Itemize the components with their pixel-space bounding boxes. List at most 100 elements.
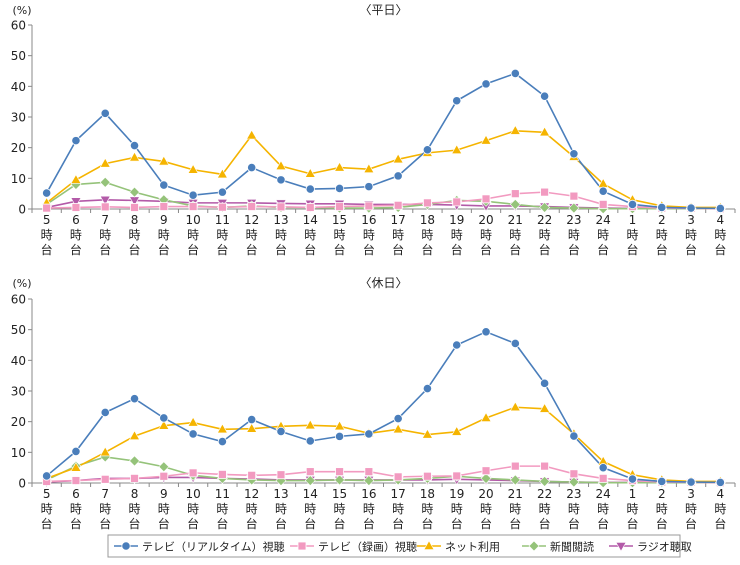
x-tick-label: 20 <box>478 213 493 227</box>
x-tick-label-suffix: 台 <box>246 516 258 531</box>
data-point <box>334 161 346 172</box>
legend-label: ネット利用 <box>445 541 500 554</box>
x-tick-label-suffix: 時 <box>685 228 697 242</box>
x-tick-label: 11 <box>215 213 230 227</box>
x-tick-label-suffix: 台 <box>187 242 199 257</box>
x-tick-label-suffix: 台 <box>568 516 580 531</box>
x-tick-label-suffix: 台 <box>656 242 668 257</box>
data-point <box>393 413 403 424</box>
data-point <box>364 182 374 192</box>
x-tick-label: 3 <box>687 213 695 227</box>
x-tick-label: 18 <box>420 487 435 501</box>
x-tick-label-suffix: 台 <box>99 242 111 257</box>
legend: テレビ（リアルタイム）視聴 テレビ（録画）視聴 ネット利用 新聞閲読 ラジオ聴取 <box>107 534 692 558</box>
x-tick-label-suffix: 台 <box>421 242 433 257</box>
y-tick-label: 30 <box>11 385 26 399</box>
x-tick-label-suffix: 時 <box>275 228 287 242</box>
data-point <box>480 412 492 422</box>
y-tick-label: 10 <box>11 446 26 460</box>
x-tick-label: 6 <box>72 213 80 227</box>
data-point <box>275 160 287 170</box>
data-point <box>188 468 198 478</box>
legend-item: 新聞閲読 <box>522 540 594 554</box>
x-tick-label-suffix: 台 <box>568 242 580 257</box>
x-tick-label: 1 <box>629 213 637 227</box>
y-axis-unit: (%) <box>12 4 31 17</box>
data-point <box>423 198 432 208</box>
data-point <box>510 461 520 471</box>
x-tick-label-suffix: 時 <box>246 228 258 242</box>
data-point <box>452 96 462 106</box>
data-point <box>569 191 579 201</box>
data-point <box>363 475 375 486</box>
data-point <box>334 420 346 431</box>
x-tick-label-suffix: 時 <box>539 228 551 242</box>
data-point <box>569 149 579 159</box>
x-tick-label-suffix: 台 <box>597 242 609 257</box>
data-point <box>598 463 608 473</box>
data-point <box>392 153 404 164</box>
data-point <box>422 145 433 155</box>
legend-item: ネット利用 <box>417 540 500 554</box>
data-point <box>423 471 432 481</box>
data-point <box>70 197 82 208</box>
data-point <box>71 203 81 212</box>
data-point <box>304 167 316 178</box>
x-tick-label: 3 <box>687 487 695 501</box>
x-tick-label: 12 <box>244 487 259 501</box>
data-point <box>247 470 257 480</box>
data-point <box>686 203 696 213</box>
x-tick-label: 16 <box>361 487 376 501</box>
legend-marker <box>615 542 627 552</box>
x-tick-label-suffix: 台 <box>626 516 638 531</box>
data-point <box>569 469 579 479</box>
x-tick-label: 23 <box>566 487 581 501</box>
data-point <box>481 327 491 337</box>
x-tick-label-suffix: 台 <box>70 516 82 531</box>
data-point <box>130 473 139 483</box>
x-tick-label: 8 <box>131 213 139 227</box>
data-point <box>159 180 169 190</box>
x-tick-label: 17 <box>391 213 406 227</box>
x-tick-label: 22 <box>537 213 552 227</box>
data-point <box>335 202 344 211</box>
data-point <box>42 471 52 481</box>
x-tick-label-suffix: 時 <box>509 502 521 516</box>
x-tick-label-suffix: 台 <box>41 516 53 531</box>
legend-label: ラジオ聴取 <box>637 541 692 554</box>
x-tick-label-suffix: 時 <box>421 502 433 516</box>
data-point <box>129 430 141 440</box>
data-point <box>421 428 433 439</box>
x-tick-label-suffix: 時 <box>363 502 375 516</box>
data-point <box>188 190 198 200</box>
x-tick-label-suffix: 時 <box>451 502 463 516</box>
data-point <box>217 187 227 197</box>
data-point <box>100 407 110 418</box>
data-point <box>657 476 667 487</box>
x-tick-label-suffix: 台 <box>451 516 463 531</box>
x-tick-label: 7 <box>101 213 109 227</box>
data-point <box>540 91 550 101</box>
x-tick-label-suffix: 時 <box>714 228 726 242</box>
x-tick-label: 1 <box>629 487 637 501</box>
data-point <box>99 195 111 206</box>
x-tick-label-suffix: 台 <box>304 242 316 257</box>
data-point <box>451 144 463 155</box>
x-tick-label: 2 <box>658 213 666 227</box>
x-tick-label-suffix: 台 <box>480 516 492 531</box>
x-tick-label-suffix: 台 <box>480 242 492 257</box>
x-tick-label-suffix: 台 <box>714 516 726 531</box>
data-point <box>71 446 81 457</box>
data-point <box>129 151 141 162</box>
data-point <box>715 203 725 213</box>
y-axis-unit: (%) <box>12 277 31 290</box>
y-tick-label: 50 <box>11 49 26 63</box>
x-tick-label: 16 <box>361 213 376 227</box>
x-tick-label: 7 <box>101 487 109 501</box>
x-tick-label: 5 <box>43 487 51 501</box>
data-point <box>540 378 550 388</box>
series-line <box>46 406 721 483</box>
data-point <box>158 155 170 166</box>
data-point <box>510 68 520 79</box>
data-point <box>334 474 345 486</box>
